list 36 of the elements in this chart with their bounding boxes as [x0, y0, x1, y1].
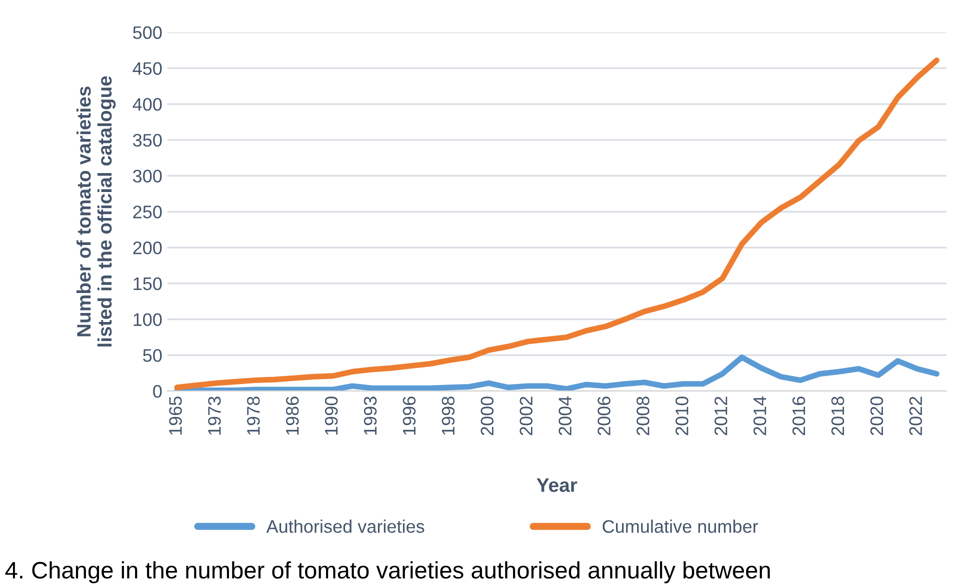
- x-tick-label: 2020: [870, 396, 884, 436]
- y-axis-title: Number of tomato varieties listed in the official catalogue: [76, 76, 116, 346]
- text: 4. Change in the number of tomato varieties authorised annually between: [5, 561, 770, 584]
- y-tick-label: 100: [134, 313, 162, 326]
- x-tick-label: 2004: [558, 396, 572, 436]
- legend-label: Authorised varieties: [266, 520, 424, 533]
- x-tick-label: 1996: [402, 396, 416, 435]
- x-tick-label: 1986: [286, 396, 299, 435]
- x-tick-label: 2016: [792, 396, 806, 436]
- x-tick-label: 2012: [714, 396, 728, 436]
- y-tick-label: 250: [133, 206, 162, 218]
- x-axis-title: Year: [536, 478, 578, 492]
- y-tick-label: 400: [132, 98, 162, 111]
- y-tick-label: 200: [133, 241, 162, 254]
- x-tick-label: 1965: [169, 396, 182, 435]
- y-tick-label: 300: [133, 170, 162, 183]
- x-tick-label: 1973: [208, 396, 221, 435]
- legend-label: Cumulative number: [602, 520, 758, 533]
- y-tick-label: 50: [143, 349, 162, 362]
- y-tick-label: 450: [132, 62, 162, 75]
- x-tick-label: 1993: [364, 396, 377, 435]
- y-tick-label: 500: [133, 26, 162, 40]
- x-tick-label: 2022: [909, 396, 922, 436]
- x-tick-label: 2008: [636, 396, 650, 436]
- x-tick-label: 1978: [247, 396, 260, 435]
- x-tick-label: 2010: [676, 396, 688, 436]
- y-tick-label: 350: [133, 134, 162, 147]
- x-tick-label: 2006: [598, 396, 610, 436]
- y-tick-label: 150: [134, 277, 162, 290]
- x-tick-label: 1998: [442, 396, 455, 435]
- x-tick-label: 2018: [831, 396, 844, 436]
- x-tick-label: 2014: [753, 396, 766, 436]
- x-tick-label: 2002: [520, 396, 532, 436]
- y-tick-label: 0: [153, 384, 162, 398]
- x-tick-label: 2000: [480, 396, 494, 436]
- x-tick-label: 1990: [324, 396, 338, 435]
